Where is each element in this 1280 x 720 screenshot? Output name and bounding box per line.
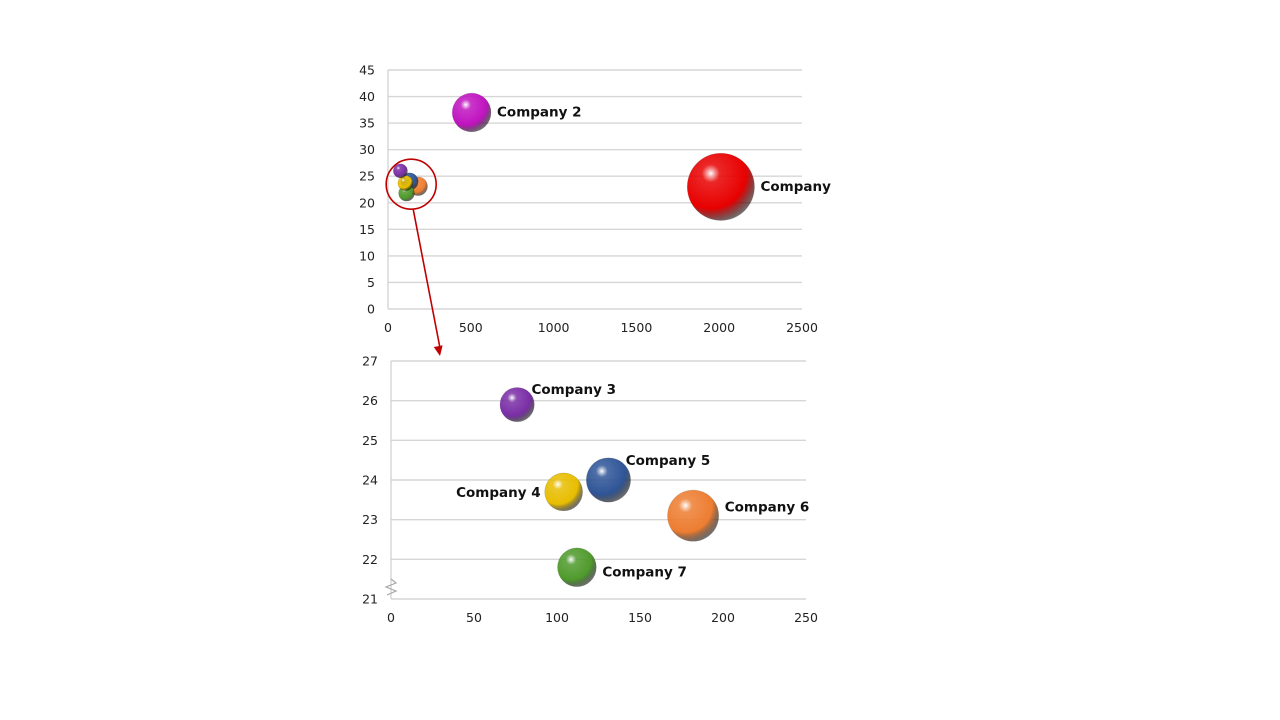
bubble-label: Company 2 [497,104,582,120]
y-tick-label: 15 [359,222,375,237]
x-tick-label: 50 [466,610,482,625]
bubble [500,387,534,421]
y-tick-label: 5 [367,275,375,290]
y-tick-label: 25 [359,169,375,184]
y-tick-label: 22 [362,552,378,567]
x-tick-label: 500 [459,320,483,335]
x-tick-label: 1500 [620,320,652,335]
zoomed-bubble-chart: 21 22 23 24 25 26 27 0 50 100 150 200 250 Company 3 Co… [362,354,818,626]
y-tick-label: 21 [362,592,378,607]
bubble [393,164,407,178]
bubble [687,153,754,220]
x-tick-label: 1000 [538,320,570,335]
x-tick-label: 100 [545,610,569,625]
bubble [586,458,630,502]
y-tick-label: 30 [359,142,375,157]
x-tick-label: 250 [794,610,818,625]
y-tick-label: 20 [359,195,375,210]
y-tick-label: 35 [359,116,375,131]
y-tick-label: 23 [362,512,378,527]
x-tick-label: 2000 [703,320,735,335]
x-tick-label: 0 [384,320,392,335]
y-tick-label: 10 [359,248,375,263]
y-tick-label: 26 [362,393,378,408]
bubble-label: Company 7 [602,564,687,580]
y-tick-label: 27 [362,354,378,369]
bubble [668,490,719,541]
x-tick-label: 200 [711,610,735,625]
bubble-label: Company [760,179,831,195]
y-tick-label: 40 [359,89,375,104]
bubble-label: Company 5 [626,453,711,469]
x-tick-label: 2500 [786,320,818,335]
bubble-label: Company 4 [456,485,541,501]
y-tick-label: 24 [362,473,378,488]
y-tick-label: 25 [362,433,378,448]
bubble-label: Company 3 [531,382,616,398]
x-tick-label: 150 [628,610,652,625]
bubble-label: Company 6 [725,500,810,516]
bubble [452,93,491,132]
y-tick-label: 0 [367,302,375,317]
x-tick-label: 0 [387,610,395,625]
zoom-arrow-head [434,345,443,356]
y-tick-label: 45 [359,63,375,78]
bubble [545,473,583,511]
bubble [558,548,597,587]
